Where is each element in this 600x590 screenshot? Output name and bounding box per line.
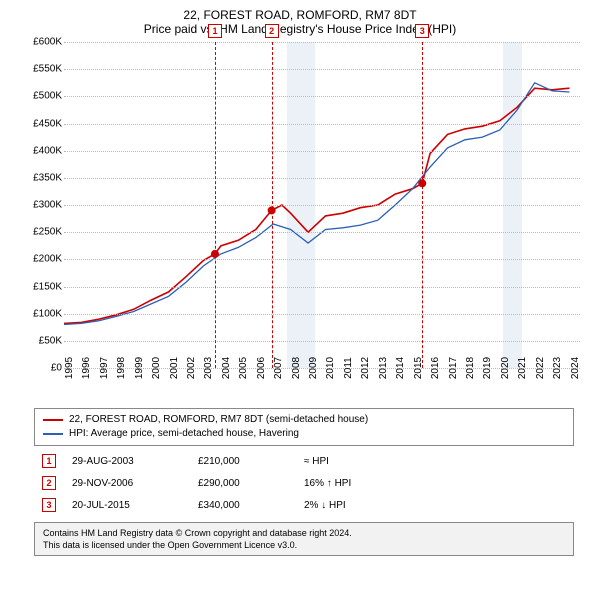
sale-price: £290,000 [198, 478, 288, 489]
sale-vs-hpi: 2% ↓ HPI [304, 500, 346, 511]
sale-vs-hpi: ≈ HPI [304, 456, 329, 467]
sale-price: £340,000 [198, 500, 288, 511]
gridline [64, 232, 580, 233]
legend-row: HPI: Average price, semi-detached house,… [43, 427, 565, 441]
sale-marker-label: 3 [415, 24, 429, 38]
x-tick-label: 2024 [570, 357, 600, 379]
gridline [64, 124, 580, 125]
gridline [64, 178, 580, 179]
gridline [64, 69, 580, 70]
y-tick-label: £550K [33, 64, 62, 75]
table-row-marker: 1 [42, 454, 56, 468]
legend-label: HPI: Average price, semi-detached house,… [69, 427, 299, 441]
table-row: 1 29-AUG-2003 £210,000 ≈ HPI [34, 450, 574, 472]
sale-marker-line [215, 42, 216, 368]
gridline [64, 287, 580, 288]
x-axis: 1995199619971998199920002001200220032004… [64, 368, 580, 402]
gridline [64, 151, 580, 152]
table-row: 3 20-JUL-2015 £340,000 2% ↓ HPI [34, 494, 574, 516]
sale-marker-label: 2 [265, 24, 279, 38]
gridline [64, 205, 580, 206]
page-subtitle: Price paid vs. HM Land Registry's House … [10, 22, 590, 36]
y-tick-label: £450K [33, 118, 62, 129]
sale-vs-hpi: 16% ↑ HPI [304, 478, 351, 489]
footer-line: This data is licensed under the Open Gov… [43, 539, 565, 551]
series-line [64, 83, 570, 325]
y-tick-label: £250K [33, 227, 62, 238]
y-tick-label: £100K [33, 308, 62, 319]
sales-table: 1 29-AUG-2003 £210,000 ≈ HPI 2 29-NOV-2006 £29… [34, 450, 574, 516]
attribution-footer: Contains HM Land Registry data © Crown c… [34, 522, 574, 556]
page-title: 22, FOREST ROAD, ROMFORD, RM7 8DT [10, 8, 590, 22]
y-tick-label: £200K [33, 254, 62, 265]
y-tick-label: £300K [33, 200, 62, 211]
table-row-marker: 3 [42, 498, 56, 512]
gridline [64, 42, 580, 43]
y-tick-label: £0 [51, 363, 62, 374]
table-row: 2 29-NOV-2006 £290,000 16% ↑ HPI [34, 472, 574, 494]
sale-date: 29-NOV-2006 [72, 478, 182, 489]
y-tick-label: £600K [33, 37, 62, 48]
gridline [64, 341, 580, 342]
sale-date: 29-AUG-2003 [72, 456, 182, 467]
y-axis: £0£50K£100K£150K£200K£250K£300K£350K£400… [20, 42, 64, 368]
sale-date: 20-JUL-2015 [72, 500, 182, 511]
y-tick-label: £50K [39, 335, 62, 346]
legend-label: 22, FOREST ROAD, ROMFORD, RM7 8DT (semi-… [69, 413, 368, 427]
y-tick-label: £500K [33, 91, 62, 102]
sale-price: £210,000 [198, 456, 288, 467]
sale-marker-line [272, 42, 273, 368]
sale-marker-line [422, 42, 423, 368]
table-row-marker: 2 [42, 476, 56, 490]
y-tick-label: £350K [33, 172, 62, 183]
footer-line: Contains HM Land Registry data © Crown c… [43, 527, 565, 539]
legend-swatch [43, 419, 63, 421]
plot-area: 123 [64, 42, 580, 368]
price-chart: £0 £50K £100K £150K £200K £250K £300K £350K £400… [20, 42, 580, 402]
sale-marker-label: 1 [208, 24, 222, 38]
y-tick-label: £400K [33, 145, 62, 156]
legend-row: 22, FOREST ROAD, ROMFORD, RM7 8DT (semi-… [43, 413, 565, 427]
gridline [64, 96, 580, 97]
gridline [64, 259, 580, 260]
gridline [64, 314, 580, 315]
legend-swatch [43, 433, 63, 435]
y-tick-label: £150K [33, 281, 62, 292]
legend: 22, FOREST ROAD, ROMFORD, RM7 8DT (semi-… [34, 408, 574, 446]
